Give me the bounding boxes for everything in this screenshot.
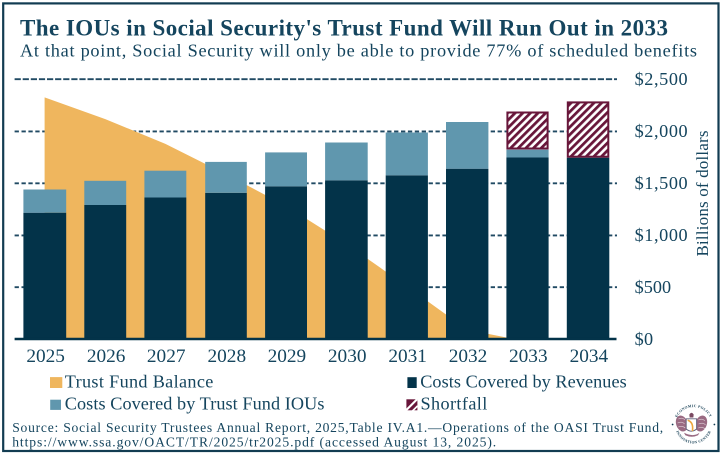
svg-text:2025: 2025 bbox=[26, 346, 65, 367]
svg-text:https://www.ssa.gov/OACT/TR/20: https://www.ssa.gov/OACT/TR/2025/tr2025.… bbox=[12, 435, 496, 451]
svg-text:$2,000: $2,000 bbox=[635, 121, 688, 141]
svg-text:$500: $500 bbox=[635, 277, 672, 297]
svg-text:Costs Covered by Trust Fund IO: Costs Covered by Trust Fund IOUs bbox=[65, 394, 325, 414]
svg-text:2031: 2031 bbox=[388, 346, 427, 367]
svg-text:INNOVATION CENTER: INNOVATION CENTER bbox=[675, 430, 712, 445]
svg-text:2026: 2026 bbox=[87, 346, 126, 367]
svg-text:2033: 2033 bbox=[509, 346, 548, 367]
svg-text:$2,500: $2,500 bbox=[635, 69, 688, 89]
svg-text:At that point, Social Security: At that point, Social Security will only… bbox=[20, 41, 697, 61]
svg-text:2032: 2032 bbox=[449, 346, 488, 367]
svg-text:2030: 2030 bbox=[328, 346, 367, 367]
svg-text:$0: $0 bbox=[635, 329, 654, 349]
svg-text:Billions of dollars: Billions of dollars bbox=[693, 131, 712, 257]
svg-text:Trust Fund Balance: Trust Fund Balance bbox=[65, 371, 214, 391]
svg-text:$1,000: $1,000 bbox=[635, 225, 688, 245]
svg-text:2028: 2028 bbox=[208, 346, 247, 367]
svg-text:Source: Social Security Truste: Source: Social Security Trustees Annual … bbox=[12, 420, 663, 435]
svg-text:2034: 2034 bbox=[570, 346, 609, 367]
svg-text:2029: 2029 bbox=[268, 346, 307, 367]
svg-text:Shortfall: Shortfall bbox=[421, 394, 488, 414]
svg-text:Costs Covered by Revenues: Costs Covered by Revenues bbox=[420, 371, 627, 391]
svg-text:$1,500: $1,500 bbox=[635, 173, 688, 193]
svg-text:The IOUs in Social Security's: The IOUs in Social Security's Trust Fund… bbox=[20, 15, 668, 40]
svg-text:2027: 2027 bbox=[147, 346, 186, 367]
